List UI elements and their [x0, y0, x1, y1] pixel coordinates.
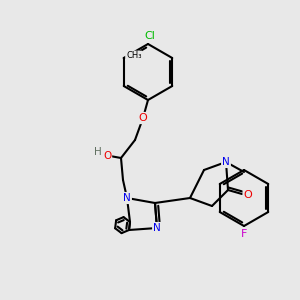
Text: N: N [222, 157, 230, 167]
Text: O: O [139, 113, 147, 123]
Text: N: N [153, 223, 161, 233]
Text: H: H [94, 147, 102, 157]
Text: O: O [244, 190, 252, 200]
Text: CH₃: CH₃ [126, 52, 142, 61]
Text: O: O [103, 151, 111, 161]
Text: Cl: Cl [145, 31, 155, 41]
Text: N: N [123, 193, 131, 203]
Text: F: F [241, 229, 247, 239]
